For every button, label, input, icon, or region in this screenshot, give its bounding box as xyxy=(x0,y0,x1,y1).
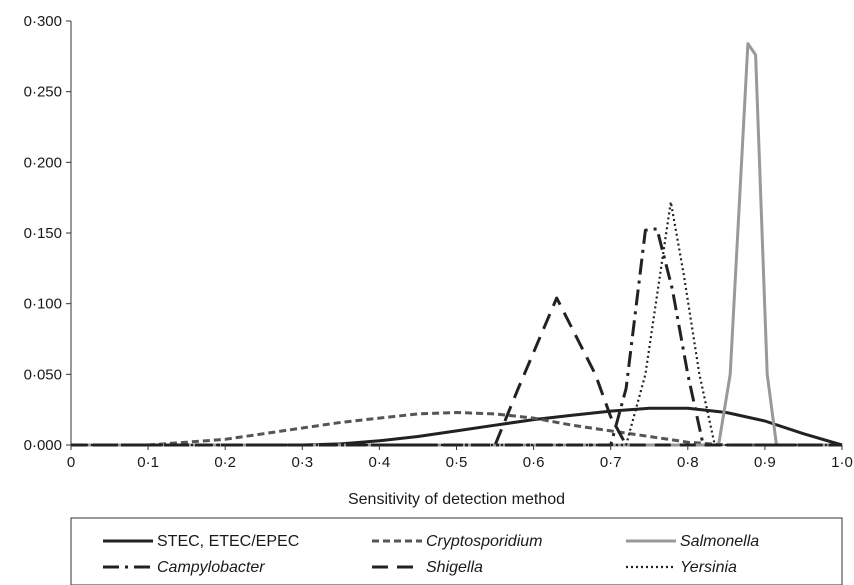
legend-label-shigella: Shigella xyxy=(426,559,483,576)
y-tick-label: 0·300 xyxy=(24,13,62,30)
x-tick-label: 0·5 xyxy=(446,454,468,471)
series-layer xyxy=(71,42,843,447)
x-tick-label: 0·6 xyxy=(523,454,545,471)
plot-area xyxy=(70,21,842,446)
x-tick-label: 0 xyxy=(67,454,75,471)
y-tick-label: 0·200 xyxy=(24,154,62,171)
legend-label-salmonella: Salmonella xyxy=(680,533,759,550)
x-tick-label: 0·1 xyxy=(137,454,159,471)
series-line-salmonella xyxy=(71,42,842,447)
x-tick-label: 0·3 xyxy=(291,454,313,471)
x-axis-title: Sensitivity of detection method xyxy=(348,491,565,508)
legend-label-yersinia: Yersinia xyxy=(680,559,737,576)
y-tick-label: 0·050 xyxy=(24,366,62,383)
y-tick-label: 0·250 xyxy=(24,84,62,101)
y-tick-label: 0·100 xyxy=(24,296,62,313)
x-tick-label: 0·8 xyxy=(677,454,699,471)
legend-box xyxy=(70,517,843,585)
x-tick-label: 0·4 xyxy=(369,454,391,471)
series-line-yersinia xyxy=(71,200,842,447)
x-tick-label: 0·9 xyxy=(754,454,776,471)
series-line-stec-etec-epec xyxy=(71,406,843,447)
legend-label-cryptosporidium: Cryptosporidium xyxy=(426,533,542,550)
y-tick-label: 0·150 xyxy=(24,225,62,242)
x-axis-ticks: 0 0·1 0·2 0·3 0·4 0·5 0·6 0·7 0·8 0·9 1·0 xyxy=(67,445,853,471)
x-tick-label: 1·0 xyxy=(831,454,853,471)
legend-label-campylobacter: Campylobacter xyxy=(157,559,265,576)
series-line-cryptosporidium xyxy=(71,411,842,447)
legend: STEC, ETEC/EPEC Cryptosporidium Salmonella… xyxy=(70,517,843,585)
series-line-shigella xyxy=(71,296,842,447)
x-tick-label: 0·7 xyxy=(600,454,622,471)
y-axis-ticks: 0·000 0·050 0·100 0·150 0·200 0·250 0·300 xyxy=(24,13,71,454)
legend-label-stec-etec-epec: STEC, ETEC/EPEC xyxy=(157,533,299,550)
y-tick-label: 0·000 xyxy=(24,437,62,454)
series-line-campylobacter xyxy=(71,227,842,447)
x-tick-label: 0·2 xyxy=(214,454,236,471)
